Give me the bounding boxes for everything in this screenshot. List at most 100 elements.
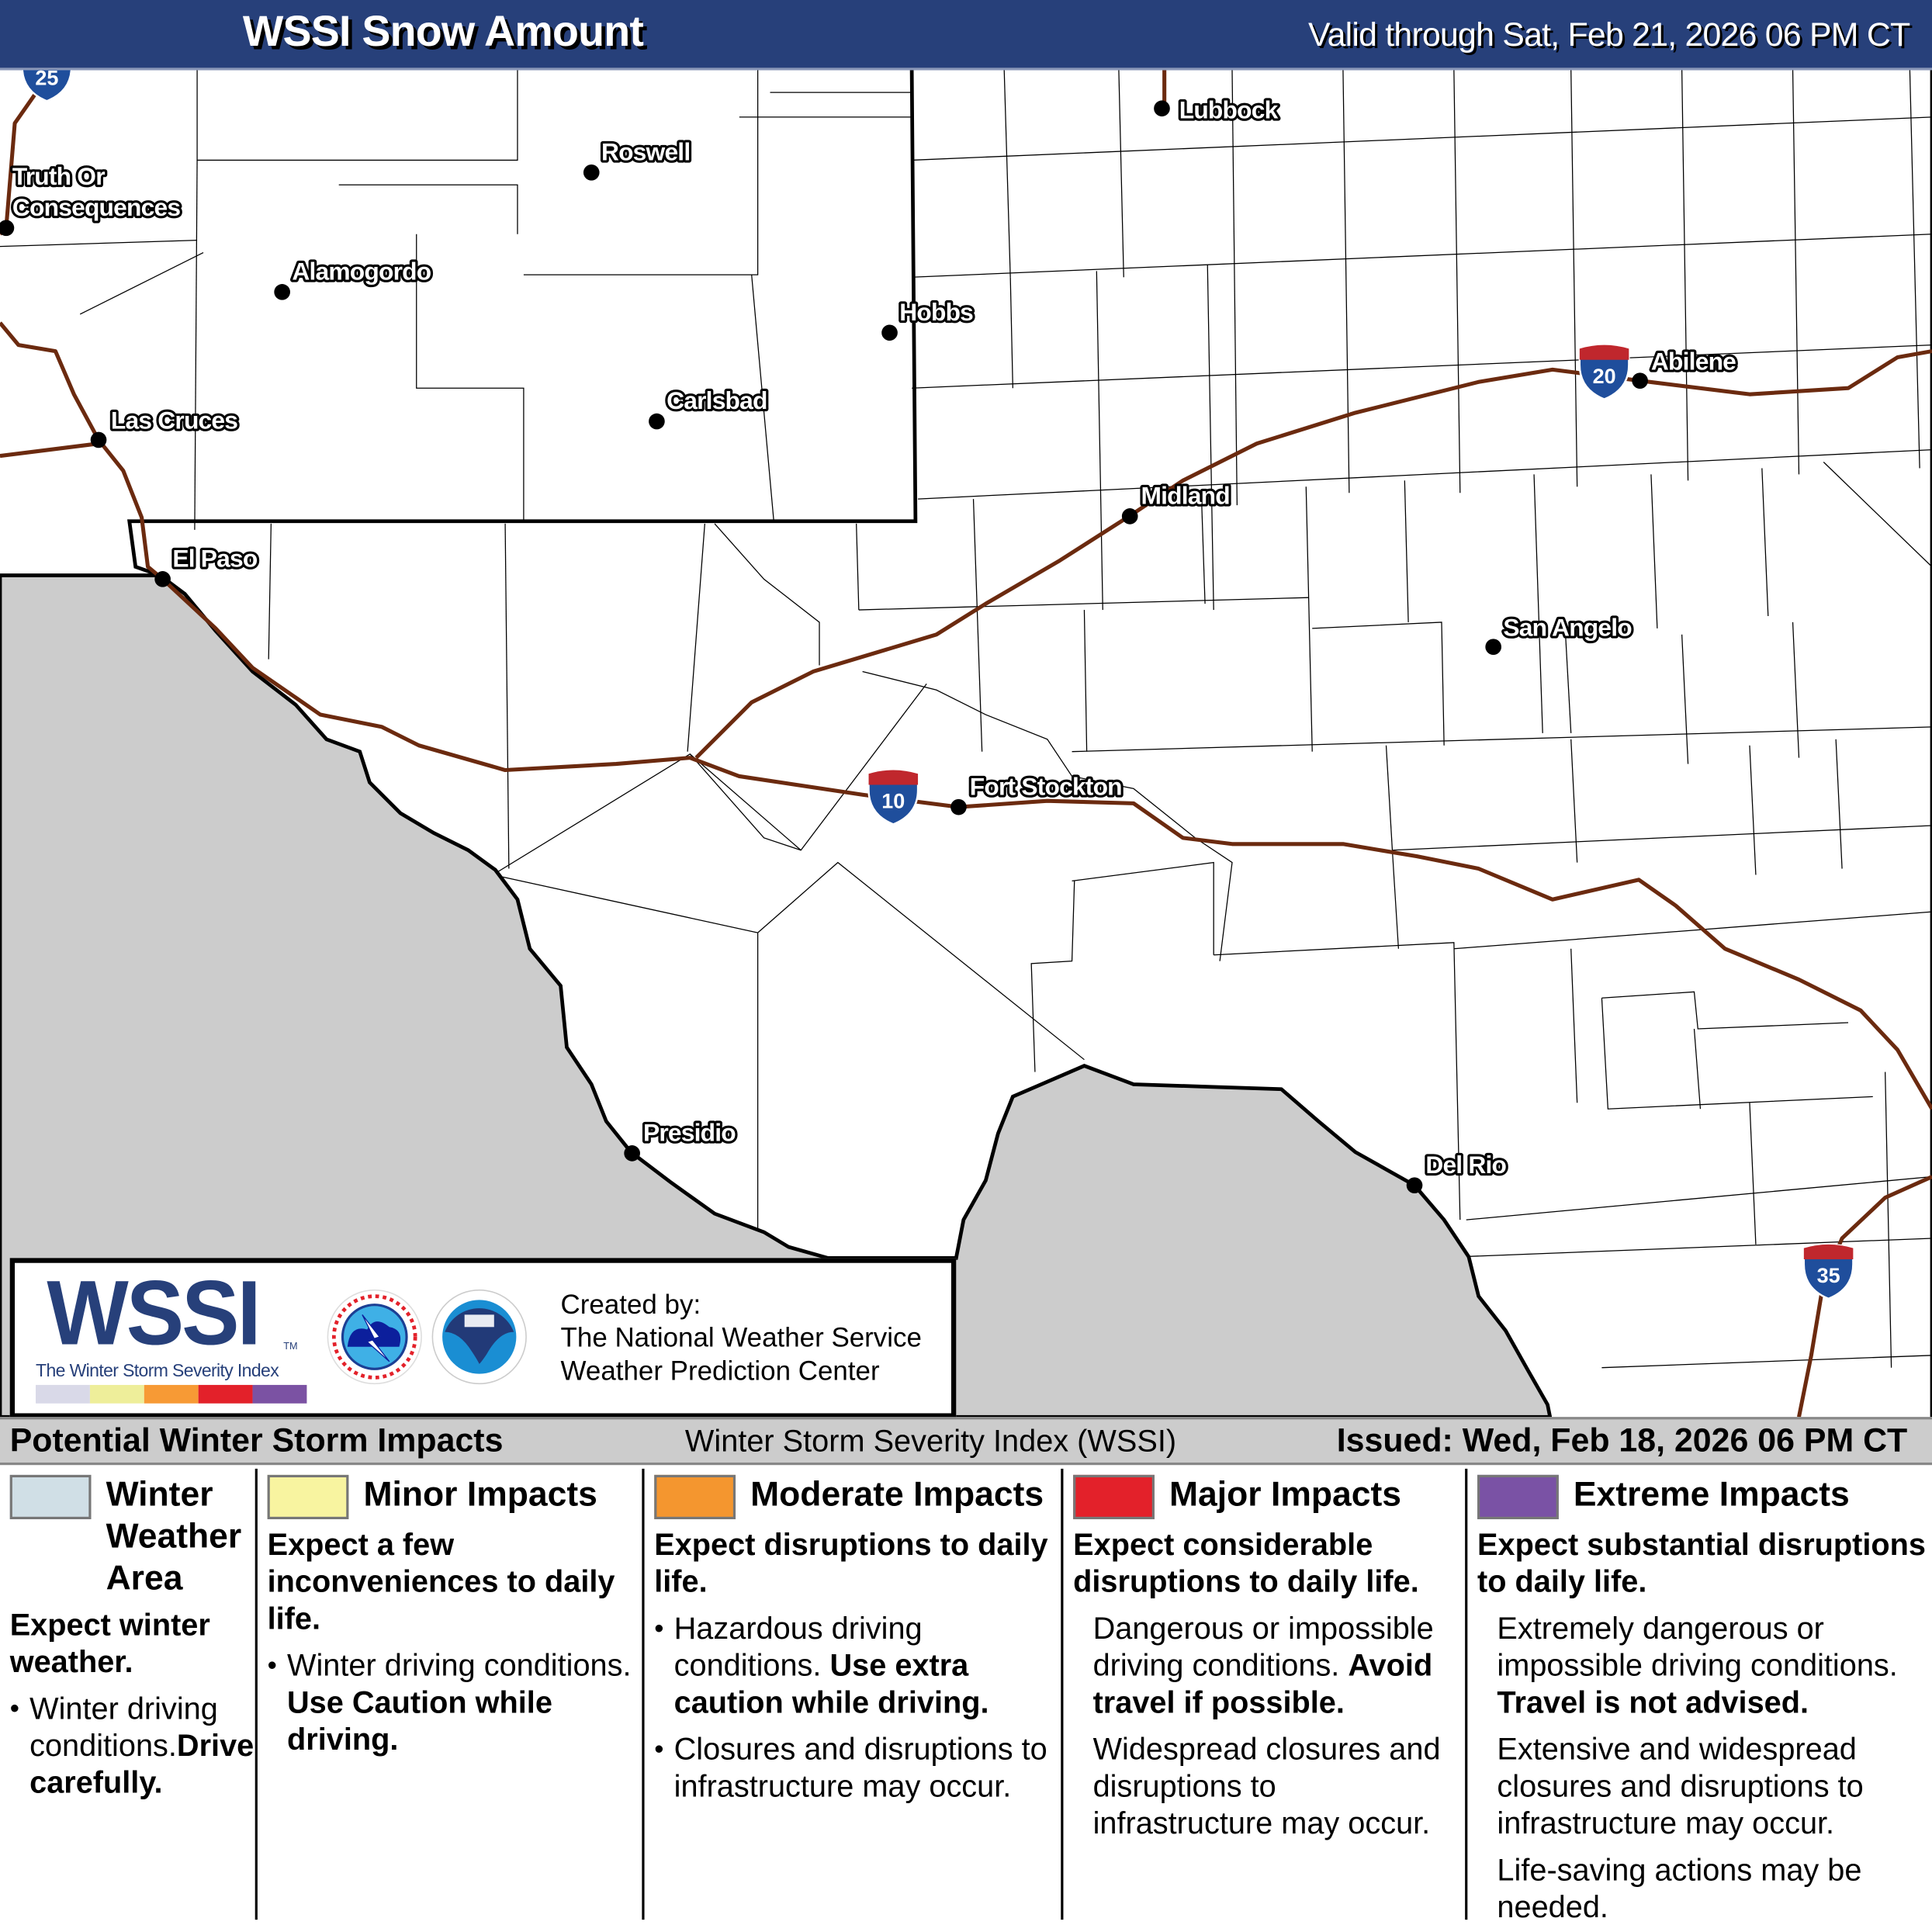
- wssi-color-swatch: [89, 1384, 144, 1404]
- state-border: [127, 70, 918, 577]
- city-marker: Hobbs: [881, 296, 976, 341]
- county-line: [492, 683, 927, 876]
- legend-item-body: Closures and disruptions to infrastructu…: [674, 1731, 1056, 1805]
- map: 25 20 10 35 Truth Or Consequences Roswell Alam…: [0, 70, 1932, 1418]
- legend-title-line: Area: [106, 1558, 183, 1598]
- county-line: [1761, 468, 1769, 617]
- legend-column: Extreme Impacts Expect substantial disrup…: [1467, 1464, 1932, 1930]
- city-dot-icon: [90, 431, 107, 448]
- wssi-color-swatch: [144, 1384, 199, 1404]
- wssi-color-bar: [36, 1384, 307, 1404]
- county-line: [689, 753, 802, 851]
- county-line: [1096, 271, 1103, 611]
- county-line: [268, 523, 272, 660]
- county-line: [912, 234, 1932, 278]
- county-line: [1453, 70, 1461, 493]
- city-label: Carlsbad: [667, 386, 767, 414]
- county-line: [751, 275, 774, 521]
- city-label: Del Rio: [1425, 1151, 1506, 1179]
- county-line: [1385, 745, 1394, 850]
- bullet-icon: •: [9, 1692, 19, 1724]
- city-label: Roswell: [601, 137, 690, 165]
- legend-item-text: Winter driving conditions.: [287, 1648, 632, 1684]
- wssi-color-swatch: [198, 1384, 253, 1404]
- city-label: Hobbs: [899, 298, 973, 326]
- wssi-logo: WSSI: [47, 1262, 261, 1364]
- city-dot-icon: [154, 571, 171, 587]
- county-line: [1533, 474, 1543, 733]
- legend-item-body: Dangerous or impossible driving conditio…: [1093, 1611, 1460, 1722]
- county-line: [1601, 991, 1849, 1030]
- interstate-road: [1797, 1175, 1932, 1418]
- state-borders: [0, 70, 1932, 1418]
- legend-item-text: Widespread closures and disruptions to i…: [1092, 1732, 1441, 1841]
- city-dot-icon: [1121, 508, 1138, 525]
- city-marker: Fort Stockton: [950, 770, 1125, 815]
- legend-heading: Expect winter weather.: [9, 1608, 210, 1680]
- legend-item: Dangerous or impossible driving conditio…: [1073, 1611, 1460, 1722]
- county-line: [1312, 621, 1445, 746]
- legend-item: • Winter driving conditions.Drive careful…: [9, 1691, 254, 1802]
- county-line: [0, 240, 198, 248]
- interstate-shield-icon: 10: [867, 769, 919, 826]
- city-label: Alamogordo: [292, 257, 431, 285]
- county-line: [1885, 1072, 1892, 1368]
- legend-swatch: [1073, 1474, 1155, 1520]
- legend-divider: [1061, 1468, 1064, 1920]
- legend-item-body: Extremely dangerous or impossible drivin…: [1497, 1611, 1927, 1722]
- item-indent: [1477, 1731, 1497, 1842]
- city-label: Lubbock: [1179, 95, 1279, 123]
- county-line: [1693, 1028, 1702, 1110]
- county-line: [1392, 825, 1932, 851]
- legend-item: • Closures and disruptions to infrastruct…: [654, 1731, 1056, 1805]
- county-line: [1404, 480, 1409, 622]
- legend-divider: [642, 1468, 645, 1920]
- legend-title-row: Extreme Impacts: [1477, 1473, 1927, 1520]
- bullet-icon: •: [267, 1650, 277, 1681]
- city-marker: El Paso: [154, 542, 261, 587]
- county-line: [1570, 70, 1578, 487]
- bullet-icon: •: [654, 1733, 664, 1765]
- city-dot-icon: [1154, 100, 1170, 117]
- map-title: WSSI Snow Amount: [242, 7, 644, 56]
- interstate-shield-icon: 25: [21, 70, 72, 102]
- county-line: [1003, 70, 1011, 278]
- legend-category-title: Moderate Impacts: [750, 1474, 1044, 1514]
- legend-item: • Winter driving conditions. Use Caution …: [268, 1647, 637, 1758]
- legend-item-emphasis: Use extra caution while driving.: [673, 1648, 989, 1720]
- wssi-color-swatch: [36, 1384, 90, 1404]
- county-line: [1909, 70, 1920, 469]
- legend-title-line: Winter: [106, 1474, 213, 1514]
- legend-item: Extremely dangerous or impossible drivin…: [1477, 1611, 1927, 1722]
- city-marker: Alamogordo: [274, 254, 435, 300]
- county-line: [79, 251, 204, 315]
- city-marker: Carlsbad: [649, 384, 770, 430]
- city-label: El Paso: [172, 544, 258, 572]
- item-indent: [1073, 1611, 1092, 1722]
- county-line: [862, 670, 1233, 961]
- city-dot-icon: [649, 413, 665, 430]
- item-indent: [1477, 1852, 1497, 1926]
- legend-item-emphasis: Use Caution while driving.: [287, 1685, 552, 1757]
- legend-item: • Hazardous driving conditions. Use extra…: [654, 1611, 1056, 1722]
- legend-swatch: [267, 1474, 349, 1520]
- creator-nws: The National Weather Service: [560, 1321, 922, 1353]
- city-dot-icon: [881, 324, 898, 341]
- county-line: [416, 234, 525, 521]
- city-marker: Roswell: [583, 135, 693, 181]
- legend-item-text: Winter driving conditions.: [29, 1691, 218, 1764]
- county-line: [757, 861, 1085, 1061]
- county-line: [912, 116, 1932, 161]
- county-line: [1459, 1238, 1932, 1258]
- county-line: [1601, 1355, 1932, 1369]
- legend-title-row: Moderate Impacts: [654, 1473, 1056, 1520]
- legend-item: Widespread closures and disruptions to i…: [1073, 1731, 1460, 1842]
- legend-column: Major Impacts Expect considerable disrupt…: [1063, 1464, 1465, 1930]
- county-line: [1749, 745, 1757, 875]
- county-line: [1214, 942, 1461, 1220]
- city-dot-icon: [274, 284, 290, 300]
- county-line: [1570, 739, 1578, 863]
- valid-time: Valid through Sat, Feb 21, 2026 06 PM CT: [1307, 16, 1910, 54]
- legend-heading: Expect disruptions to daily life.: [654, 1528, 1048, 1600]
- impact-legend: Winter Weather Area Expect winter weather. •…: [0, 1464, 1932, 1932]
